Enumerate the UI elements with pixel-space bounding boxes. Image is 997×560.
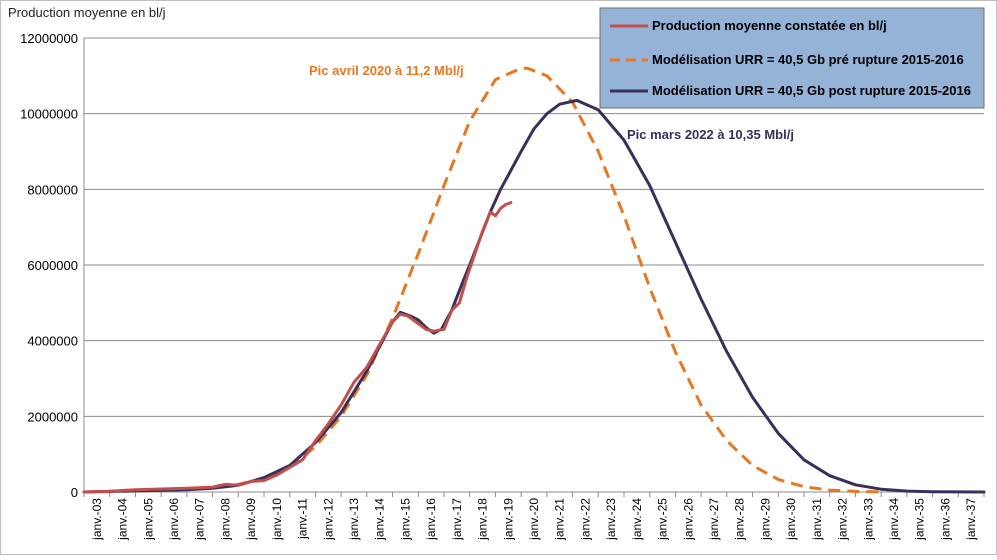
y-tick-label: 12000000 (20, 31, 78, 46)
x-tick-label: janv.-26 (681, 498, 695, 541)
x-tick-label: janv.-29 (758, 498, 772, 541)
tick-labels: 0 2000000 4000000 6000000 8000000 10000000 120… (20, 31, 978, 541)
legend-label-post-rupture: Modélisation URR = 40,5 Gb post rupture … (652, 83, 971, 98)
x-tick-label: janv.-13 (347, 498, 361, 541)
x-tick-label: janv.-25 (656, 498, 670, 541)
x-tick-label: janv.-24 (630, 498, 644, 541)
x-tick-label: janv.-36 (938, 498, 952, 541)
x-tick-label: janv.-10 (270, 498, 284, 541)
annotation-peak-2022: Pic mars 2022 à 10,35 Mbl/j (627, 127, 794, 142)
legend-box (599, 7, 985, 109)
x-tick-label: janv.-22 (578, 498, 592, 541)
x-tick-label: janv.-16 (424, 498, 438, 541)
x-tick-label: janv.-33 (861, 498, 875, 541)
x-tick-label: janv.-12 (321, 498, 335, 541)
x-tick-label: janv.-34 (887, 498, 901, 541)
y-tick-label: 6000000 (27, 258, 78, 273)
x-tick-label: janv.-37 (964, 498, 978, 541)
legend: Production moyenne constatée en bl/j Mod… (599, 7, 985, 109)
x-tick-label: janv.-21 (553, 498, 567, 541)
x-tick-label: janv.-04 (116, 498, 130, 541)
y-tick-label: 4000000 (27, 334, 78, 349)
x-tick-label: janv.-30 (784, 498, 798, 541)
series-lines (82, 66, 986, 494)
x-tick-label: janv.-31 (810, 498, 824, 541)
legend-label-pre-rupture: Modélisation URR = 40,5 Gb pré rupture 2… (652, 52, 964, 67)
annotation-peak-2020: Pic avril 2020 à 11,2 Mbl/j (309, 63, 464, 78)
y-tick-label: 0 (71, 485, 78, 500)
x-tick-label: janv.-03 (90, 498, 104, 541)
x-tick-label: janv.-32 (836, 498, 850, 541)
x-tick-label: janv.-20 (527, 498, 541, 541)
y-tick-label: 2000000 (27, 409, 78, 424)
x-tick-label: janv.-05 (141, 498, 155, 541)
x-tick-label: janv.-06 (167, 498, 181, 541)
x-tick-label: janv.-14 (373, 498, 387, 541)
y-tick-label: 8000000 (27, 182, 78, 197)
x-tick-label: janv.-08 (218, 498, 232, 541)
legend-label-observed: Production moyenne constatée en bl/j (652, 18, 887, 33)
series-line-post-rupture (82, 98, 986, 494)
x-tick-label: janv.-07 (193, 498, 207, 541)
y-axis-title: Production moyenne en bl/j (8, 5, 166, 20)
x-tick-label: janv.-19 (501, 498, 515, 541)
x-tick-label: janv.-18 (476, 498, 490, 541)
x-tick-label: janv.-28 (733, 498, 747, 541)
x-tick-label: janv.-11 (296, 498, 310, 540)
x-tick-label: janv.-15 (398, 498, 412, 541)
x-tick-label: janv.-35 (913, 498, 927, 541)
x-tick-label: janv.-27 (707, 498, 721, 541)
x-tick-label: janv.-17 (450, 498, 464, 541)
y-tick-label: 10000000 (20, 107, 78, 122)
series-line-observed (82, 201, 513, 494)
x-tick-label: janv.-09 (244, 498, 258, 541)
x-tick-label: janv.-23 (604, 498, 618, 541)
